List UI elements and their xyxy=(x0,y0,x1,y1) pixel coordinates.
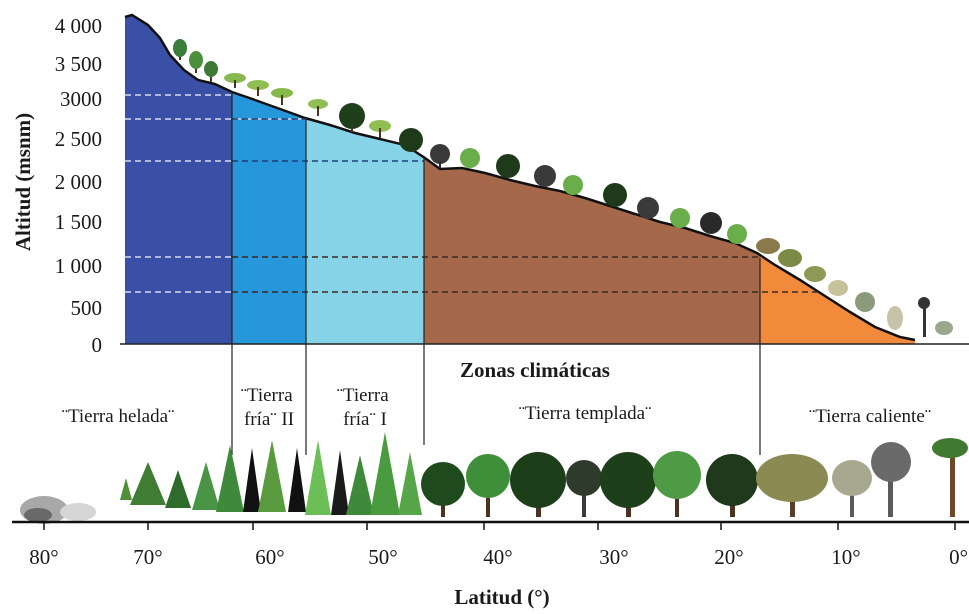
y-tick-label: 1 500 xyxy=(55,210,102,234)
zone-label-helada: ¨Tierra helada¨ xyxy=(62,406,175,427)
tree-icon xyxy=(398,452,422,515)
tree-icon xyxy=(918,297,930,337)
y-tick-label: 2 000 xyxy=(55,170,102,194)
tree-icon xyxy=(120,478,132,500)
y-tick-label: 3 500 xyxy=(55,52,102,76)
x-tick-label: 70° xyxy=(133,545,162,569)
tree-icon xyxy=(670,208,690,228)
tree-icon xyxy=(496,154,520,178)
tree-icon xyxy=(243,448,261,512)
x-tick-label: 60° xyxy=(255,545,284,569)
tree-icon xyxy=(706,454,758,517)
tree-icon xyxy=(339,103,365,132)
tree-icon xyxy=(653,451,701,517)
tree-icon xyxy=(603,183,627,207)
y-axis: 4 000 3 500 3000 2 500 2 000 1 500 1 000… xyxy=(11,14,102,357)
tree-icon xyxy=(566,460,602,517)
tree-icon xyxy=(247,80,269,96)
x-tick-label: 10° xyxy=(831,545,860,569)
x-tick-label: 0° xyxy=(949,545,968,569)
tree-icon xyxy=(216,445,244,512)
x-tick-label: 40° xyxy=(483,545,512,569)
tree-icon xyxy=(308,99,328,116)
tree-icon xyxy=(331,450,349,515)
tree-icon xyxy=(563,175,583,195)
zone-label-line: ¨Tierra helada¨ xyxy=(62,406,175,427)
zone-label-line: ¨Tierra xyxy=(241,385,294,406)
zone-label-line: ¨Tierra caliente¨ xyxy=(809,406,931,427)
zone-label-fria2: ¨Tierra fría¨ II xyxy=(241,385,298,430)
tree-icon xyxy=(165,470,191,508)
tree-icon xyxy=(887,306,903,330)
tree-icon xyxy=(430,144,450,168)
tree-icon xyxy=(778,249,802,267)
zone-fills xyxy=(125,15,915,344)
x-tick-label: 30° xyxy=(599,545,628,569)
zone-label-fria1: ¨Tierra fría¨ I xyxy=(337,385,394,430)
zone-label-caliente: ¨Tierra caliente¨ xyxy=(809,406,931,427)
zones-title: Zonas climáticas xyxy=(460,358,610,382)
x-axis-ticks xyxy=(43,522,956,530)
rock-icon xyxy=(20,496,96,524)
tree-icon xyxy=(510,452,566,517)
altitude-guides xyxy=(125,94,820,293)
tree-icon xyxy=(271,88,293,105)
zone-fill-fria2 xyxy=(232,15,306,344)
tree-icon xyxy=(192,462,220,510)
zone-label-line: fría¨ I xyxy=(343,409,387,430)
tree-icon xyxy=(756,454,828,517)
tree-icon xyxy=(173,39,187,60)
zone-label-line: ¨Tierra xyxy=(337,385,390,406)
y-tick-label: 500 xyxy=(71,296,103,320)
tree-icon xyxy=(935,321,953,335)
tree-icon xyxy=(637,197,659,219)
x-tick-label: 20° xyxy=(714,545,743,569)
tree-icon xyxy=(855,292,875,312)
tree-icon xyxy=(370,432,400,515)
zone-label-line: fría¨ II xyxy=(244,409,294,430)
x-tick-label: 80° xyxy=(29,545,58,569)
tree-icon xyxy=(932,438,968,517)
tree-icon xyxy=(727,224,747,244)
tree-icon xyxy=(828,280,848,296)
x-axis: 80° 70° 60° 50° 40° 30° 20° 10° 0° Latit… xyxy=(29,545,968,609)
tree-icon xyxy=(700,212,722,234)
zone-label-line: ¨Tierra templada¨ xyxy=(519,403,652,424)
tree-icon xyxy=(346,455,374,515)
x-tick-label: 50° xyxy=(368,545,397,569)
tree-icon xyxy=(460,148,480,168)
tree-icon xyxy=(399,128,423,152)
tree-icon xyxy=(288,448,306,512)
tree-icon xyxy=(130,462,166,505)
tree-icon xyxy=(224,73,246,88)
zone-label-templada: ¨Tierra templada¨ xyxy=(519,403,652,424)
tree-icon xyxy=(832,460,872,517)
zone-fill-fria1 xyxy=(306,15,424,344)
tree-icon xyxy=(804,266,826,282)
y-tick-label: 2 500 xyxy=(55,127,102,151)
tree-icon xyxy=(204,61,218,82)
tree-icon xyxy=(466,454,510,517)
tree-icon xyxy=(258,440,286,512)
zone-dividers xyxy=(231,92,761,455)
zone-fill-templada xyxy=(424,15,760,344)
ground-vegetation xyxy=(20,432,968,524)
tree-icon xyxy=(369,120,391,138)
mountain-profile-line xyxy=(124,13,916,342)
tree-icon xyxy=(189,51,203,73)
tree-icon xyxy=(600,452,656,517)
y-axis-title: Altitud (msnm) xyxy=(11,113,35,251)
y-tick-label: 0 xyxy=(92,333,103,357)
y-tick-label: 1 000 xyxy=(55,254,102,278)
tree-icon xyxy=(871,442,911,517)
y-tick-label: 4 000 xyxy=(55,14,102,38)
slope-trees xyxy=(173,39,953,337)
tree-icon xyxy=(421,462,465,517)
tree-icon xyxy=(756,238,780,254)
x-axis-title: Latitud (°) xyxy=(454,585,549,609)
tree-icon xyxy=(534,165,556,187)
tree-icon xyxy=(305,440,331,515)
y-tick-label: 3000 xyxy=(60,87,102,111)
